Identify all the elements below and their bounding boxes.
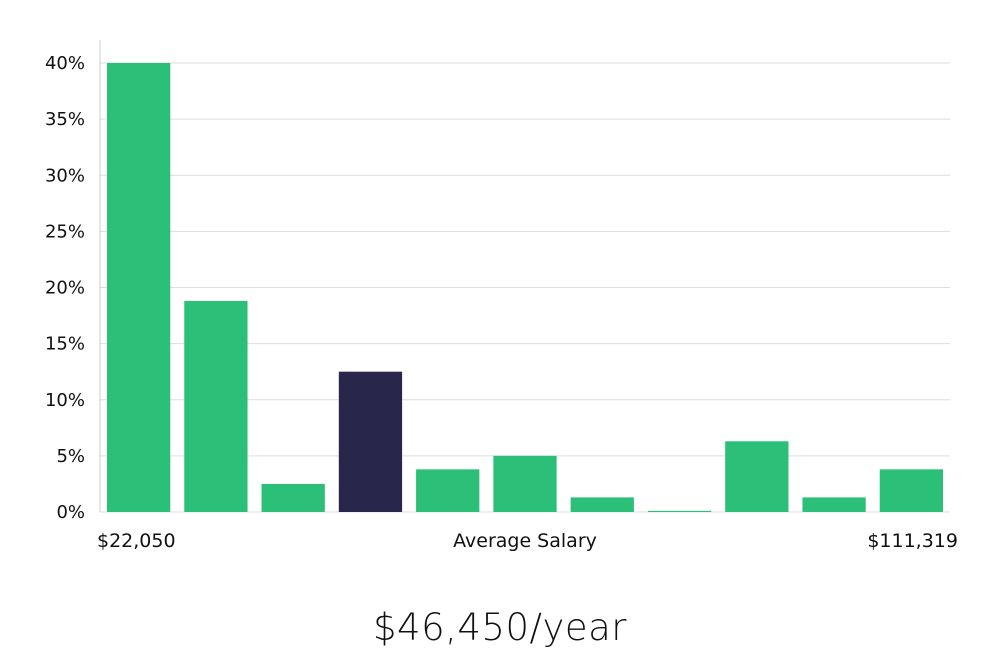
y-tick-label: 15%	[45, 334, 85, 355]
bar	[570, 497, 634, 512]
y-axis-ticks: 0% 5% 10% 15% 20% 25% 30% 35% 40%	[45, 53, 85, 523]
bar	[725, 441, 789, 512]
bar	[493, 455, 557, 512]
bar	[416, 469, 480, 512]
bar	[184, 300, 248, 512]
y-tick-label: 20%	[45, 278, 85, 299]
bar	[261, 483, 325, 512]
bar	[107, 63, 171, 512]
y-tick-label: 25%	[45, 221, 85, 242]
x-min-label: $22,050	[97, 530, 176, 552]
bar-highlighted	[338, 371, 403, 512]
bars	[107, 63, 943, 512]
salary-histogram: 0% 5% 10% 15% 20% 25% 30% 35% 40% $22,050 Averag…	[45, 40, 958, 552]
y-tick-label: 30%	[45, 165, 85, 186]
y-tick-label: 35%	[45, 109, 85, 130]
y-tick-label: 10%	[45, 390, 85, 411]
average-salary-headline: $46,450/year	[372, 606, 627, 649]
y-tick-label: 5%	[56, 446, 85, 467]
x-max-label: $111,319	[867, 530, 958, 552]
y-tick-label: 0%	[56, 502, 85, 523]
x-axis-title: Average Salary	[453, 530, 597, 552]
y-tick-label: 40%	[45, 53, 85, 74]
bar	[879, 469, 943, 512]
bar	[647, 510, 712, 512]
bar	[802, 497, 866, 512]
